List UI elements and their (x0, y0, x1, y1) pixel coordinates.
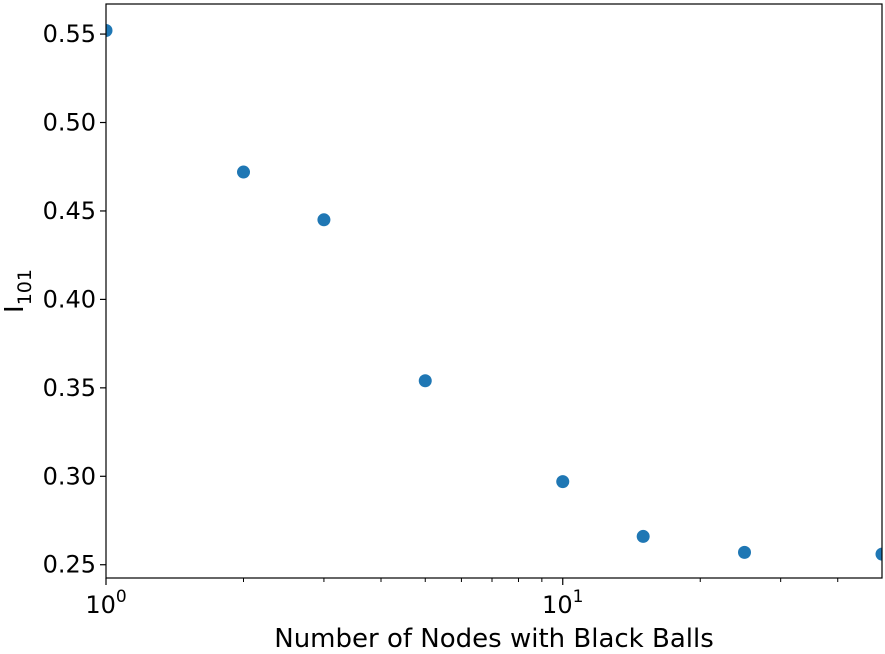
data-point (738, 545, 752, 559)
y-tick-label: 0.45 (43, 197, 96, 225)
x-axis-ticks: 100 101 (85, 578, 839, 619)
x-tick-label-exponent: 1 (573, 587, 584, 607)
data-point (556, 475, 570, 489)
x-tick-label-exponent: 0 (116, 587, 127, 607)
y-axis-label-subscript: 101 (14, 269, 36, 305)
data-point (875, 547, 882, 561)
plot-frame (105, 3, 883, 579)
data-point (106, 24, 113, 38)
y-tick-label: 0.30 (43, 462, 96, 490)
y-tick-label: 0.25 (43, 551, 96, 579)
x-tick-label: 100 (85, 587, 126, 619)
y-axis-ticks: 0.25 0.30 0.35 0.40 0.45 0.50 0.55 (43, 20, 106, 579)
data-point (636, 529, 650, 543)
y-axis-label: I101 (0, 269, 36, 313)
y-axis-label-base: I (0, 305, 30, 313)
data-points (106, 24, 882, 561)
x-tick-label-base: 10 (85, 591, 116, 619)
x-axis-label: Number of Nodes with Black Balls (274, 624, 714, 654)
data-point (236, 165, 250, 179)
y-tick-label: 0.55 (43, 20, 96, 48)
data-point (418, 374, 432, 388)
y-tick-label: 0.40 (43, 285, 96, 313)
x-tick-label: 101 (542, 587, 583, 619)
data-point (317, 213, 331, 227)
y-tick-label: 0.35 (43, 374, 96, 402)
x-tick-label-base: 10 (542, 591, 573, 619)
y-tick-label: 0.50 (43, 109, 96, 137)
